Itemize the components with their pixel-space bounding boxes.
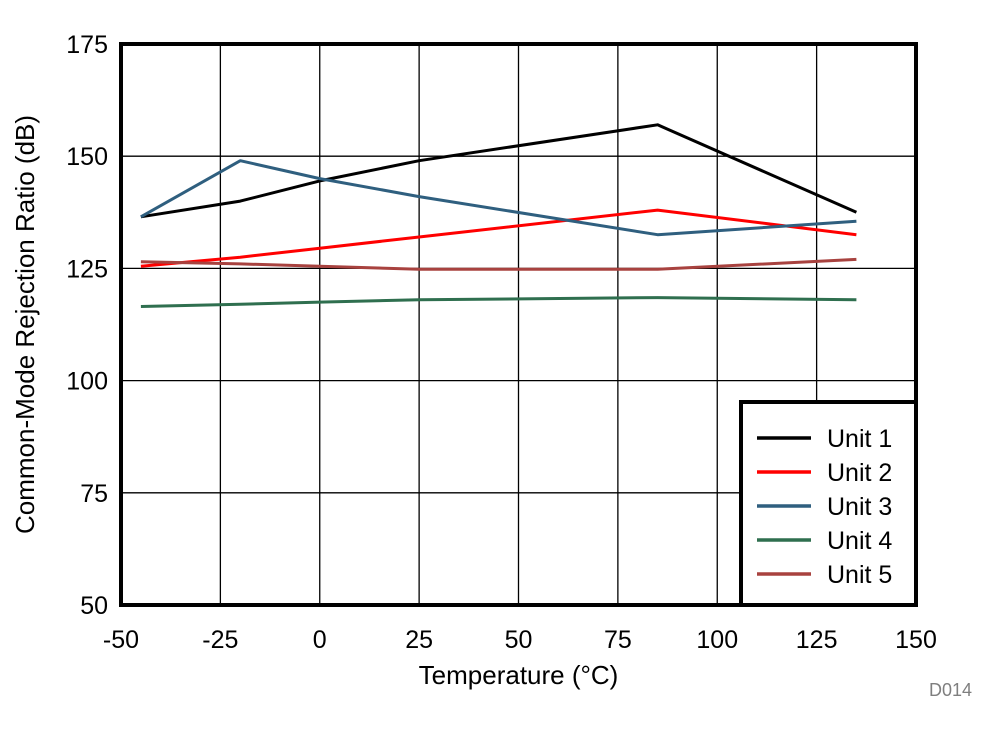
x-tick-label: 25 [405,626,433,654]
y-axis-title: Common-Mode Rejection Ratio (dB) [10,115,40,534]
y-axis-ticks: 50 75 100 125 150 175 [66,31,108,620]
legend-label: Unit 5 [827,561,892,589]
legend-label: Unit 4 [827,527,892,555]
x-tick-label: -50 [103,626,139,654]
grid [121,44,916,605]
plot-area-frame [119,42,918,607]
y-tick-label: 50 [80,592,108,620]
legend-label: Unit 2 [827,459,892,487]
series-line-unit-1 [140,123,858,219]
x-tick-label: -25 [202,626,238,654]
x-tick-label: 125 [796,626,838,654]
x-tick-label: 50 [505,626,533,654]
x-tick-label: 150 [895,626,937,654]
legend-label: Unit 3 [827,493,892,521]
x-tick-label: 100 [696,626,738,654]
x-axis-title: Temperature (°C) [419,660,619,690]
legend: Unit 1 Unit 2 Unit 3 Unit 4 Unit 5 [739,400,918,607]
series-line-unit-3 [140,159,857,237]
series-line-unit-2 [140,208,857,268]
y-tick-label: 150 [66,143,108,171]
x-tick-label: 0 [313,626,327,654]
x-axis-ticks: -50 -25 0 25 50 75 100 125 150 [103,626,937,654]
series-lines [140,123,858,308]
y-tick-label: 75 [80,480,108,508]
y-tick-label: 100 [66,368,108,396]
series-line-unit-4 [140,296,857,308]
series-line-unit-5 [140,257,857,271]
y-tick-label: 175 [66,31,108,59]
y-tick-label: 125 [66,255,108,283]
x-tick-label: 75 [604,626,632,654]
figure-id-label: D014 [929,680,972,700]
legend-label: Unit 1 [827,425,892,453]
legend-box [739,400,918,607]
